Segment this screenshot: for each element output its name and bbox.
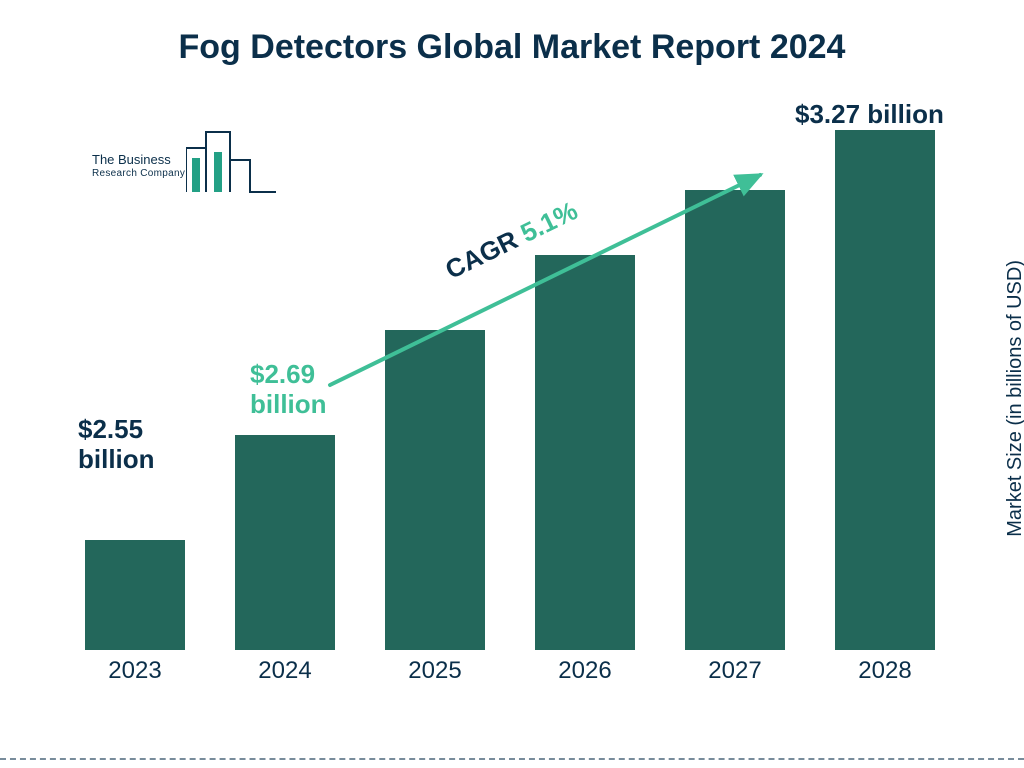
bar-2023 [85,540,185,650]
bar-2026 [535,255,635,650]
xlabel-0: 2023 [70,657,200,685]
chart-title: Fog Detectors Global Market Report 2024 [0,28,1024,67]
bar-slot [70,540,200,650]
chart-area: 2023 2024 2025 2026 2027 2028 [70,100,950,680]
bar-slot [820,130,950,650]
bar-slot [370,330,500,650]
xlabel-3: 2026 [520,657,650,685]
bar-slot [520,255,650,650]
bar-2027 [685,190,785,650]
bar-2025 [385,330,485,650]
xlabel-5: 2028 [820,657,950,685]
bar-2028 [835,130,935,650]
xlabel-4: 2027 [670,657,800,685]
footer-divider [0,758,1024,760]
bar-slot [220,435,350,650]
xlabel-1: 2024 [220,657,350,685]
xlabel-2: 2025 [370,657,500,685]
x-axis-labels: 2023 2024 2025 2026 2027 2028 [70,657,950,685]
bar-2024 [235,435,335,650]
bar-slot [670,190,800,650]
y-axis-label: Market Size (in billions of USD) [1004,260,1024,537]
callout-2023: $2.55 billion [78,415,198,475]
bar-container [70,100,950,650]
callout-2028: $3.27 billion [795,100,944,130]
callout-2024: $2.69 billion [250,360,370,420]
